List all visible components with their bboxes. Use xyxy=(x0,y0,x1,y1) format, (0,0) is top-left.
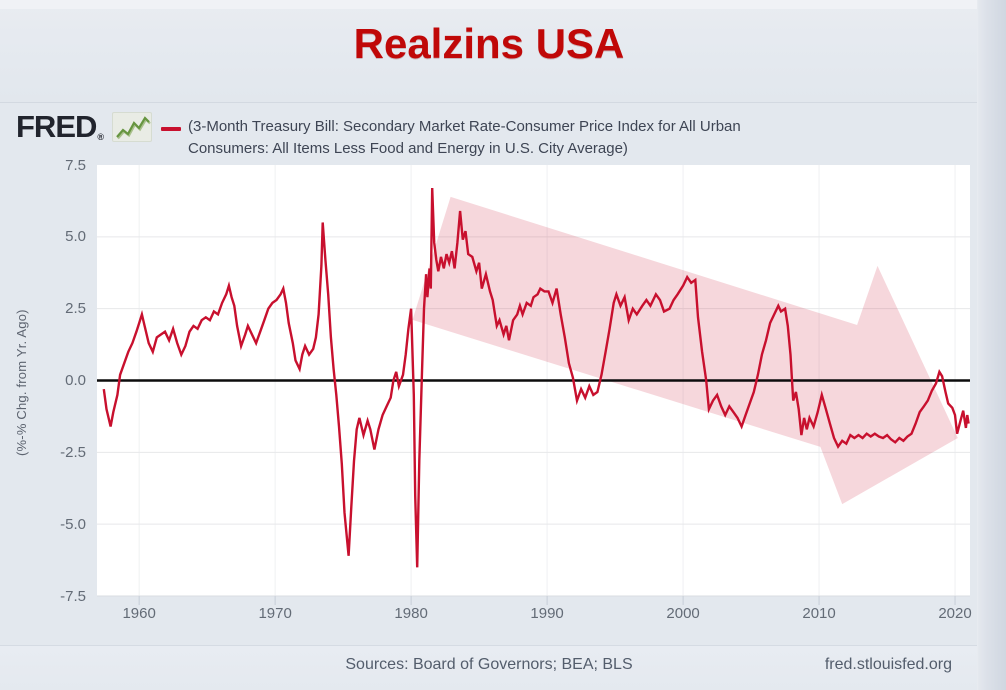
downtrend-arrow xyxy=(412,196,958,505)
x-tick-label: 2020 xyxy=(938,605,972,622)
y-tick-label: 7.5 xyxy=(65,156,86,174)
legend-series-label: (3-Month Treasury Bill: Secondary Market… xyxy=(188,118,741,157)
y-tick-label: 0.0 xyxy=(65,372,86,389)
fred-logo-text: FRED xyxy=(16,109,97,144)
y-tick-label: -2.5 xyxy=(60,443,86,461)
title-section: Realzins USA xyxy=(0,0,1006,103)
chart-footer: Sources: Board of Governors; BEA; BLS fr… xyxy=(0,646,1006,690)
right-edge-strip xyxy=(977,0,1006,690)
fred-logo: FRED® xyxy=(16,109,105,145)
legend-series-marker xyxy=(161,127,181,131)
y-tick-label: -5.0 xyxy=(60,515,86,533)
series-line xyxy=(102,187,970,568)
sources-note: Sources: Board of Governors; BEA; BLS xyxy=(345,656,633,673)
y-tick-label: -7.5 xyxy=(60,587,86,605)
x-tick-label: 2000 xyxy=(666,605,700,622)
chart-footer-divider xyxy=(0,645,1006,646)
y-axis-title: (%-% Chg. from Yr. Ago) xyxy=(14,309,29,457)
page-title: Realzins USA xyxy=(353,20,625,67)
x-tick-label: 2010 xyxy=(802,605,836,622)
fred-site-url: fred.stlouisfed.org xyxy=(824,656,952,673)
x-tick-label: 1980 xyxy=(394,605,428,622)
registered-trademark: ® xyxy=(97,132,105,142)
x-tick-label: 1970 xyxy=(258,605,292,622)
y-tick-label: 2.5 xyxy=(65,300,86,318)
fred-sparkline-icon xyxy=(112,112,152,142)
x-tick-label: 1960 xyxy=(122,605,156,622)
plot-area xyxy=(97,165,970,605)
fred-header: FRED® (3-Month Treasury Bill: Secondary … xyxy=(0,103,978,163)
top-sheen xyxy=(0,0,1006,9)
x-tick-label: 1990 xyxy=(530,605,564,622)
y-tick-label: 5.0 xyxy=(65,228,86,246)
